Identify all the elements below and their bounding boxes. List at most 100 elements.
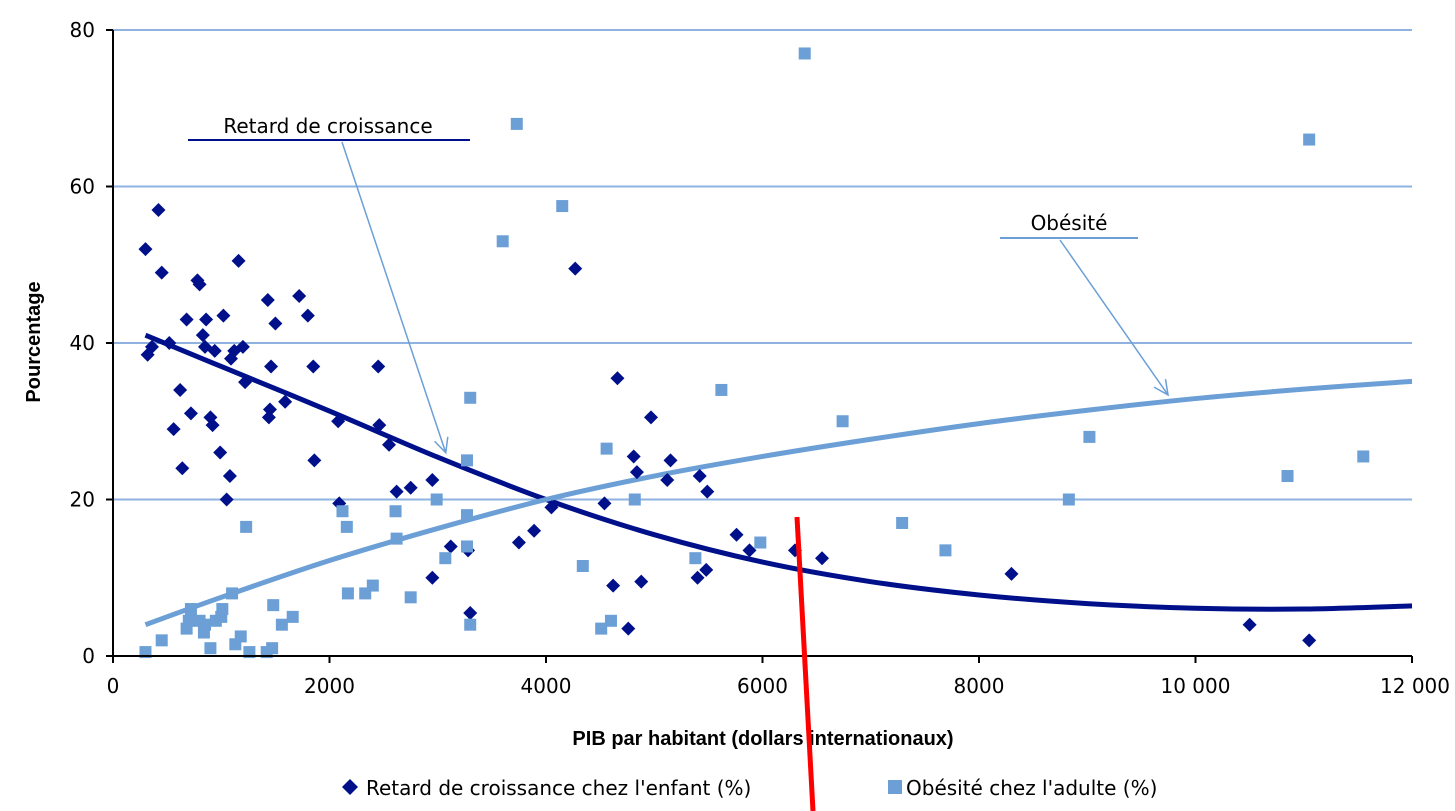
point-stunting	[238, 375, 253, 390]
point-obesity	[496, 235, 509, 248]
point-stunting	[268, 316, 283, 331]
point-stunting	[260, 292, 275, 307]
point-stunting	[660, 472, 675, 487]
annotation-stunting-arrow	[341, 141, 447, 453]
x-axis-label: PIB par habitant (dollars internationaux…	[572, 728, 953, 750]
point-stunting	[151, 202, 166, 217]
point-obesity	[1083, 430, 1096, 443]
point-stunting	[183, 406, 198, 421]
point-stunting	[207, 343, 222, 358]
x-tick-label: 4000	[521, 674, 572, 698]
point-stunting	[331, 414, 346, 429]
point-stunting	[382, 437, 397, 452]
point-stunting	[1004, 566, 1019, 581]
red-overlay-line	[794, 516, 816, 811]
point-obesity	[460, 540, 473, 553]
point-obesity	[600, 442, 613, 455]
point-stunting	[192, 277, 207, 292]
point-obesity	[275, 618, 288, 631]
point-obesity	[182, 614, 195, 627]
point-stunting	[216, 308, 231, 323]
point-obesity	[464, 618, 477, 631]
point-stunting	[544, 500, 559, 515]
y-tick-label: 20	[70, 488, 95, 512]
point-obesity	[184, 603, 197, 616]
point-stunting	[175, 461, 190, 476]
point-stunting	[1242, 617, 1257, 632]
x-tick-label: 2000	[304, 674, 355, 698]
point-obesity	[1281, 470, 1294, 483]
point-stunting	[527, 523, 542, 538]
annotation-stunting-arrow-head	[434, 436, 449, 455]
point-obesity	[226, 587, 239, 600]
point-stunting	[606, 578, 621, 593]
point-stunting	[138, 242, 153, 257]
point-stunting	[621, 621, 636, 636]
point-stunting	[154, 265, 169, 280]
legend-marker-obesity	[888, 780, 902, 794]
point-obesity	[604, 614, 617, 627]
point-obesity	[390, 532, 403, 545]
point-stunting	[235, 339, 250, 354]
point-stunting	[403, 480, 418, 495]
y-tick-label: 60	[70, 175, 95, 199]
legend: Retard de croissance chez l'enfant (%) O…	[342, 776, 1157, 800]
point-stunting	[597, 496, 612, 511]
point-obesity	[155, 634, 168, 647]
gridlines	[113, 29, 1412, 501]
point-obesity	[576, 560, 589, 573]
point-obesity	[689, 552, 702, 565]
tick-labels: 0 20 40 60 80 0 2000 4000 6000 8000 10 000 12 000	[70, 18, 1450, 698]
point-obesity	[240, 520, 253, 533]
point-stunting	[219, 492, 234, 507]
point-obesity	[595, 622, 608, 635]
x-tick-label: 8000	[954, 674, 1005, 698]
point-stunting	[699, 562, 714, 577]
point-obesity	[1303, 133, 1316, 146]
point-stunting	[644, 410, 659, 425]
point-obesity	[267, 599, 280, 612]
point-stunting	[179, 312, 194, 327]
point-obesity	[715, 383, 728, 396]
point-obesity	[939, 544, 952, 557]
trend-line-obesity	[144, 378, 1413, 628]
point-stunting	[144, 339, 159, 354]
point-obesity	[836, 415, 849, 428]
annotation-obesity-label: Obésité	[1031, 211, 1108, 235]
point-stunting	[425, 472, 440, 487]
point-obesity	[628, 493, 641, 506]
point-stunting	[626, 449, 641, 464]
point-stunting	[199, 312, 214, 327]
point-stunting	[443, 539, 458, 554]
point-stunting	[389, 484, 404, 499]
point-stunting	[264, 359, 279, 374]
point-obesity	[366, 579, 379, 592]
y-tick-label: 40	[70, 331, 95, 355]
point-stunting	[372, 418, 387, 433]
point-stunting	[815, 551, 830, 566]
point-stunting	[629, 465, 644, 480]
trend-line-stunting	[144, 332, 1413, 612]
point-stunting	[1302, 633, 1317, 648]
point-stunting	[371, 359, 386, 374]
point-obesity	[460, 509, 473, 522]
point-stunting	[162, 336, 177, 350]
point-stunting	[278, 394, 293, 409]
point-stunting	[306, 359, 321, 374]
point-stunting	[700, 484, 715, 499]
point-obesity	[389, 505, 402, 518]
annotation-stunting-label: Retard de croissance	[223, 114, 432, 138]
x-tick-label: 6000	[737, 674, 788, 698]
point-stunting	[205, 418, 220, 433]
point-obesity	[266, 642, 279, 655]
point-obesity	[204, 642, 217, 655]
point-stunting	[307, 453, 322, 468]
point-obesity	[439, 552, 452, 565]
y-axis-label: Pourcentage	[23, 281, 45, 402]
point-stunting	[663, 453, 678, 468]
point-stunting	[610, 371, 625, 386]
legend-label-stunting: Retard de croissance chez l'enfant (%)	[366, 776, 751, 800]
legend-marker-stunting	[342, 779, 358, 795]
point-stunting	[692, 469, 707, 484]
